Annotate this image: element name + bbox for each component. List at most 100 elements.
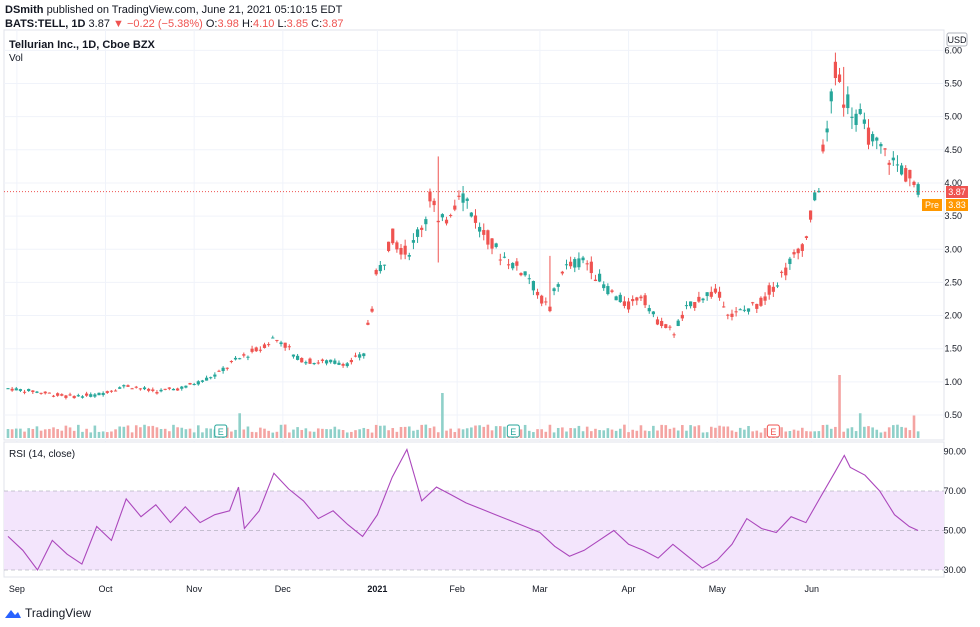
volume-bar (134, 425, 138, 438)
candle-body (204, 377, 209, 381)
volume-bar (499, 426, 502, 438)
candle-body (556, 284, 560, 287)
candle-body (233, 357, 238, 360)
candle-body (482, 230, 486, 235)
volume-bar (734, 431, 738, 438)
candle-body (767, 285, 771, 295)
candle-body (308, 358, 312, 364)
candle-body (80, 396, 85, 398)
volume-bar (39, 430, 43, 438)
volume-bar (656, 430, 659, 438)
candle-body (320, 359, 325, 361)
candle-body (833, 61, 837, 79)
candle-body (295, 355, 300, 360)
currency-box[interactable] (946, 32, 968, 47)
candle-body (209, 377, 213, 379)
volume-bar (176, 427, 179, 438)
candle-body (717, 291, 722, 298)
candle-body (420, 227, 424, 230)
rsi-tick-label: 50.00 (943, 526, 966, 536)
volume-bar (523, 424, 527, 438)
volume-bar (300, 429, 304, 438)
volume-bar (705, 432, 709, 438)
price-axis[interactable]: 6.00 5.50 5.00 4.50 4.00 3.50 3.00 2.50 2.00 1.50… (944, 45, 962, 420)
volume-bar (271, 432, 275, 438)
price-panel[interactable] (3, 29, 945, 441)
volume-bar (801, 427, 804, 438)
candle-body (457, 195, 461, 197)
candle-body (155, 392, 159, 394)
volume-bar (449, 428, 452, 438)
volume-bar (623, 424, 626, 438)
volume-bar (254, 432, 258, 438)
close-label: C: (311, 18, 323, 30)
volume-bar (72, 430, 76, 438)
candle-body (738, 309, 742, 311)
candle-body (465, 198, 469, 201)
high-value: 4.10 (252, 18, 275, 30)
candle-body (660, 320, 664, 327)
candle-body (602, 284, 606, 289)
candle-body (515, 261, 519, 266)
volume-bar (60, 430, 64, 438)
candle-body (883, 148, 887, 150)
candle-body (552, 288, 556, 292)
volume-bar (412, 430, 415, 438)
candle-body (217, 370, 221, 372)
candle-body (908, 169, 912, 179)
candle-body (242, 354, 246, 356)
rsi-axis[interactable]: 90.00 70.00 50.00 30.00 (943, 447, 966, 576)
volume-bar (151, 425, 155, 438)
volume-bar (441, 393, 444, 438)
candle-body (709, 291, 713, 297)
open-label: O: (205, 18, 218, 30)
time-tick-label: Jun (805, 584, 820, 594)
candle-body (60, 394, 64, 396)
volume-bar (101, 431, 105, 438)
candle-body (726, 314, 730, 316)
volume-bar (130, 432, 134, 438)
volume-bar (35, 426, 39, 438)
candle-body (705, 292, 709, 297)
symbol-label: BATS:TELL, 1D (5, 18, 86, 30)
volume-bar (399, 426, 403, 438)
volume-bar (48, 428, 51, 438)
volume-bar (27, 428, 30, 438)
volume-bar (532, 432, 535, 438)
volume-bar (457, 428, 461, 438)
volume-bar (763, 428, 767, 438)
author-name[interactable]: DSmith (5, 4, 44, 16)
volume-bar (225, 427, 229, 438)
price-change: −0.22 (−5.38%) (126, 18, 203, 30)
volume-bar (871, 427, 874, 438)
volume-bar (780, 427, 783, 438)
volume-bar (316, 428, 320, 438)
volume-bar (829, 428, 833, 438)
candle-body (403, 245, 407, 255)
volume-bar (420, 424, 423, 438)
volume-bar (647, 431, 651, 438)
candle-body (316, 362, 320, 364)
time-axis[interactable]: Sep Oct Nov Dec 2021 Feb Mar Apr May Jun (9, 584, 819, 594)
volume-bar (329, 429, 332, 438)
premarket-tag-text: Pre (925, 200, 939, 210)
volume-bar (52, 427, 55, 438)
volume-bar (618, 428, 622, 438)
symbol-legend: Tellurian Inc., 1D, Cboe BZX (9, 39, 156, 51)
volume-bar (453, 432, 457, 438)
volume-bar (689, 425, 692, 438)
earnings-marker (506, 424, 520, 438)
volume-bar (105, 432, 109, 438)
price-tick-label: 1.00 (944, 377, 962, 387)
candle-body (440, 214, 444, 218)
volume-bar (188, 428, 192, 438)
price-tick-label: 5.00 (944, 112, 962, 122)
candle-body (362, 353, 366, 357)
candle-body (891, 157, 895, 161)
candle-body (511, 262, 515, 269)
candle-body (746, 308, 751, 312)
volume-bar (147, 426, 150, 438)
candle-body (519, 273, 523, 276)
price-tick-label: 4.00 (944, 178, 962, 188)
